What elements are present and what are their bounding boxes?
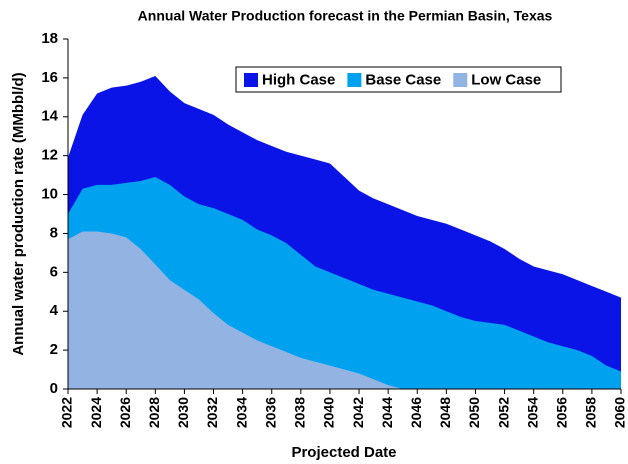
x-tick-label: 2058: [583, 397, 599, 428]
x-tick-label: 2022: [59, 397, 75, 428]
x-tick-label: 2050: [466, 397, 482, 428]
y-axis-label: Annual water production rate (MMbbl/d): [10, 72, 27, 355]
y-tick-label: 2: [50, 341, 58, 358]
chart-title: Annual Water Production forecast in the …: [138, 8, 553, 24]
y-tick-label: 18: [41, 30, 58, 47]
area: [68, 231, 621, 389]
x-tick-label: 2036: [262, 397, 278, 428]
legend-swatch: [453, 73, 468, 87]
y-tick-label: 0: [50, 380, 58, 397]
legend-box: [235, 66, 562, 93]
x-axis-label: Projected Date: [291, 444, 396, 461]
y-tick-label: 10: [41, 186, 58, 203]
y-tick-label: 14: [41, 108, 58, 125]
y-tick-label: 4: [50, 302, 59, 319]
legend-swatch: [244, 73, 258, 87]
y-tick-label: 6: [50, 263, 58, 280]
x-tick-label: 2030: [175, 397, 191, 428]
x-tick-label: 2026: [117, 397, 133, 428]
legend: High Case Base Case Low Case: [235, 66, 562, 93]
x-tick-label: 2040: [321, 397, 337, 428]
x-tick-label: 2054: [524, 397, 540, 428]
legend-label: High Case: [262, 71, 335, 88]
y-tick-label: 16: [41, 69, 58, 86]
x-tick-label: 2042: [350, 397, 366, 428]
x-tick-label: 2038: [292, 397, 308, 428]
x-tick-label: 2034: [233, 397, 249, 428]
x-tick-label: 2046: [408, 397, 424, 428]
x-tick-label: 2052: [495, 397, 511, 428]
x-tick-label: 2056: [553, 397, 569, 428]
x-tick-label: 2048: [437, 397, 453, 428]
x-tick-label: 2032: [204, 397, 220, 428]
legend-swatch: [347, 73, 362, 87]
legend-label: Base Case: [365, 71, 441, 88]
y-tick-label: 8: [50, 224, 58, 241]
x-tick-label: 2060: [612, 397, 628, 428]
x-tick-label: 2024: [88, 397, 104, 428]
x-tick-label: 2028: [146, 397, 162, 428]
y-tick-label: 12: [41, 147, 58, 164]
legend-label: Low Case: [471, 71, 541, 88]
x-tick-label: 2044: [379, 397, 395, 428]
